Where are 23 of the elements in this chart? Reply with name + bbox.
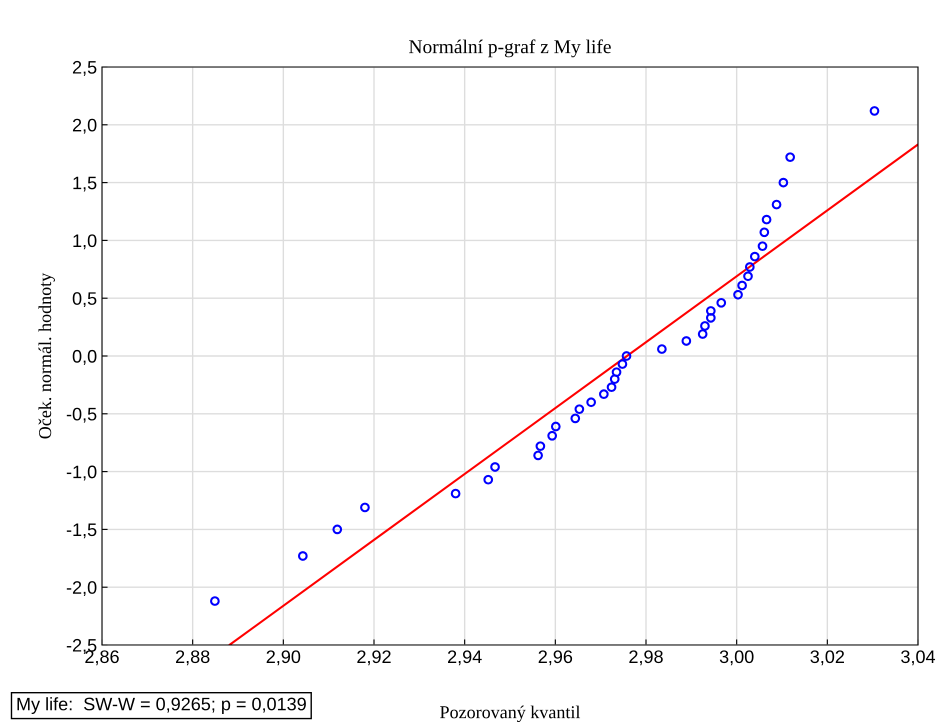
x-tick-label: 2,96 <box>538 650 572 666</box>
x-tick-label: 3,02 <box>810 650 844 666</box>
y-tick-label: -2,0 <box>66 581 96 596</box>
y-tick-label: -1,5 <box>66 524 96 538</box>
y-axis-title: Oček. normál. hodnoty <box>38 272 55 438</box>
x-tick-label: 2,98 <box>629 650 663 666</box>
x-tick-label: 2,94 <box>448 650 482 666</box>
text: My life: SW-W = 0,9265; p = 0,0139 <box>17 697 306 714</box>
y-tick-label: 1,0 <box>73 234 96 250</box>
y-tick-label: 2,0 <box>72 118 96 134</box>
y-tick-label: -0,5 <box>66 408 96 423</box>
x-tick-label: 3,00 <box>720 650 754 666</box>
y-tick-label: 0,0 <box>72 350 96 365</box>
y-tick-label: 2,5 <box>72 60 96 76</box>
chart-title: Normální p-graf z My life <box>409 39 611 58</box>
y-tick-label: 0,5 <box>72 292 96 308</box>
y-tick-label: 1,5 <box>73 176 96 192</box>
x-tick-label: 2,88 <box>176 650 210 666</box>
x-axis-title: Pozorovaný kvantil <box>440 706 580 722</box>
x-tick-label: 3,04 <box>901 650 936 666</box>
x-tick-label: 2,90 <box>266 650 300 666</box>
x-tick-label: 2,92 <box>357 650 391 666</box>
y-tick-label: -1,0 <box>66 466 96 480</box>
